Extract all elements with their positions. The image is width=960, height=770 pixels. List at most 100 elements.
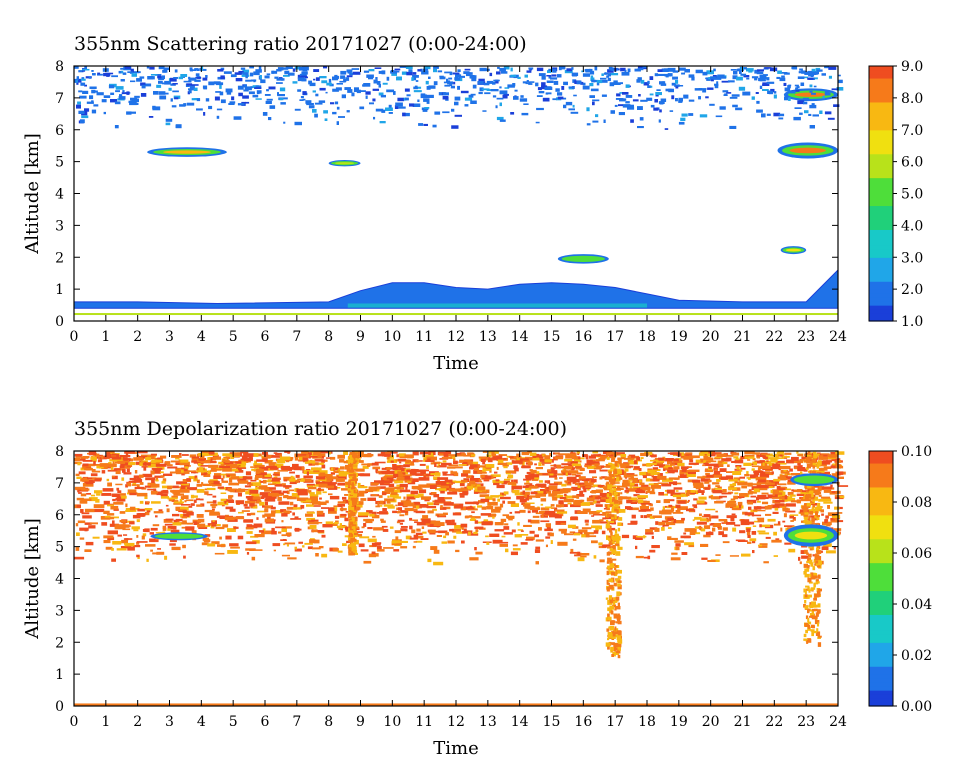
noise-mark [339, 514, 347, 518]
noise-mark [208, 81, 215, 86]
noise-mark [269, 467, 279, 470]
streak-mark [617, 470, 622, 475]
noise-mark [240, 458, 247, 461]
noise-mark [359, 536, 370, 539]
noise-mark [301, 71, 308, 75]
noise-mark [211, 467, 223, 470]
noise-mark [386, 476, 394, 481]
noise-mark [122, 72, 127, 75]
noise-mark [147, 76, 155, 80]
noise-mark [108, 462, 112, 465]
noise-mark [76, 81, 79, 85]
noise-mark [129, 521, 135, 525]
noise-mark [91, 459, 97, 462]
noise-mark [699, 114, 708, 118]
noise-mark [386, 76, 390, 81]
noise-mark [777, 476, 787, 481]
colorbar-swatch [869, 85, 893, 91]
noise-mark [220, 67, 225, 70]
noise-mark [219, 515, 226, 519]
noise-mark [509, 511, 513, 514]
noise-mark [760, 506, 770, 509]
noise-mark [503, 66, 510, 70]
noise-mark [768, 480, 780, 484]
noise-mark [171, 546, 181, 551]
noise-mark [403, 502, 415, 507]
noise-mark [246, 513, 251, 516]
noise-mark [111, 493, 119, 497]
noise-mark [418, 469, 429, 472]
noise-mark [242, 476, 253, 480]
noise-mark [565, 495, 574, 499]
noise-mark [584, 480, 588, 484]
noise-mark [336, 476, 347, 480]
noise-mark [338, 116, 345, 118]
noise-mark [809, 90, 813, 93]
noise-mark [322, 459, 328, 462]
noise-mark [413, 501, 420, 506]
noise-mark [459, 483, 465, 487]
noise-mark [674, 540, 684, 543]
noise-mark [539, 480, 543, 483]
noise-mark [312, 462, 319, 466]
noise-mark [272, 473, 280, 476]
noise-mark [361, 463, 370, 466]
noise-mark [620, 67, 626, 72]
noise-mark [258, 530, 264, 533]
noise-mark [719, 468, 727, 472]
noise-mark [169, 77, 177, 82]
noise-mark [272, 543, 281, 547]
noise-mark [511, 485, 523, 490]
noise-mark [578, 476, 586, 480]
x-tick-label: 6 [261, 329, 270, 345]
streak-mark [611, 571, 616, 576]
noise-mark [340, 70, 347, 75]
noise-mark [305, 100, 312, 104]
noise-mark [313, 484, 324, 487]
streak-mark [349, 549, 352, 552]
noise-mark [442, 92, 449, 96]
noise-mark [346, 110, 350, 113]
noise-mark [141, 535, 145, 540]
noise-mark [277, 459, 286, 464]
noise-mark [693, 532, 701, 535]
noise-mark [163, 519, 173, 523]
streak-mark [616, 536, 621, 541]
noise-mark [212, 495, 217, 498]
noise-mark [323, 66, 328, 69]
noise-mark [625, 487, 629, 490]
noise-mark [300, 479, 306, 482]
noise-mark [151, 460, 156, 463]
noise-mark [499, 480, 504, 484]
colorbar-swatch [869, 313, 893, 318]
noise-mark [393, 479, 400, 482]
noise-mark [490, 474, 501, 477]
noise-mark [837, 471, 844, 475]
noise-mark [535, 82, 539, 87]
noise-mark [420, 470, 426, 475]
noise-mark [182, 495, 189, 499]
noise-mark [732, 104, 738, 108]
noise-mark [718, 531, 724, 536]
streak-mark [353, 478, 358, 484]
noise-mark [334, 522, 339, 525]
noise-mark [128, 480, 137, 483]
streak-mark [350, 452, 355, 456]
noise-mark [161, 481, 166, 484]
streak-mark [351, 517, 355, 522]
noise-mark [767, 505, 773, 508]
noise-mark [328, 78, 332, 83]
noise-mark [813, 77, 818, 80]
noise-mark [667, 471, 675, 474]
noise-mark [503, 457, 507, 460]
noise-mark [651, 485, 661, 489]
noise-mark [404, 476, 411, 480]
noise-mark [747, 535, 751, 538]
streak-mark [349, 550, 353, 554]
noise-mark [340, 513, 347, 516]
noise-mark [369, 102, 374, 105]
noise-mark [184, 466, 189, 469]
noise-mark [774, 499, 785, 503]
colorbar-swatch [869, 241, 893, 246]
streak-mark [617, 646, 620, 650]
